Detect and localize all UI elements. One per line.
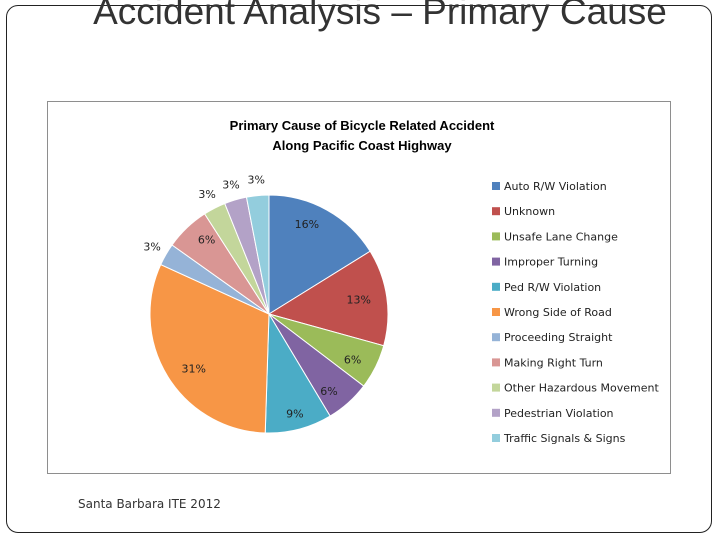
pie-chart: Primary Cause of Bicycle Related Acciden… <box>143 118 659 445</box>
legend-swatch-9 <box>492 408 500 417</box>
chart-title-line-2: Along Pacific Coast Highway <box>272 138 452 153</box>
legend-swatch-5 <box>492 308 500 316</box>
legend-label-6: Proceeding Straight <box>504 331 613 344</box>
legend-label-10: Traffic Signals & Signs <box>503 432 626 445</box>
pie-slices <box>149 194 389 434</box>
legend-swatch-1 <box>492 207 500 216</box>
legend-label-1: Unknown <box>504 205 555 218</box>
data-label-8: 3% <box>198 188 215 201</box>
data-label-7: 6% <box>198 234 215 247</box>
slide-frame <box>6 5 712 533</box>
legend-label-9: Pedestrian Violation <box>504 407 614 420</box>
legend-label-7: Making Right Turn <box>504 356 603 369</box>
data-label-1: 13% <box>347 293 371 306</box>
legend-label-5: Wrong Side of Road <box>504 306 612 319</box>
legend-swatch-7 <box>492 358 500 367</box>
legend: Auto R/W Violation Unknown Unsafe Lane Cha… <box>492 180 659 445</box>
pie-slice-5 <box>149 263 270 434</box>
legend-swatch-0 <box>492 182 500 190</box>
legend-label-0: Auto R/W Violation <box>504 180 607 193</box>
legend-swatch-10 <box>492 434 500 442</box>
data-label-0: 16% <box>295 218 319 231</box>
pie-slice-10 <box>245 194 270 315</box>
data-label-10: 3% <box>247 174 264 187</box>
legend-swatch-4 <box>492 282 500 291</box>
legend-label-2: Unsafe Lane Change <box>504 230 618 243</box>
data-labels: 16% 13% 6% 6% 9% 31% 3% 6% 3% 3% 3% <box>143 174 371 421</box>
data-label-5: 31% <box>182 362 206 375</box>
legend-swatch-8 <box>492 383 500 392</box>
legend-label-4: Ped R/W Violation <box>504 281 601 294</box>
chart-title-line-1: Primary Cause of Bicycle Related Acciden… <box>230 118 495 133</box>
legend-label-3: Improper Turning <box>504 256 598 269</box>
data-label-9: 3% <box>222 179 239 192</box>
legend-label-8: Other Hazardous Movement <box>504 382 659 395</box>
legend-swatch-6 <box>492 333 500 342</box>
data-label-3: 6% <box>320 385 337 398</box>
chart-area: Primary Cause of Bicycle Related Acciden… <box>47 101 671 474</box>
data-label-4: 9% <box>286 408 303 421</box>
slide-title: Accident Analysis – Primary Cause <box>93 0 667 32</box>
data-label-2: 6% <box>344 354 361 367</box>
pie-slice-0 <box>268 194 371 315</box>
legend-swatch-2 <box>492 232 500 241</box>
source-footer: Santa Barbara ITE 2012 <box>78 497 221 511</box>
data-label-6: 3% <box>143 241 160 254</box>
legend-swatch-3 <box>492 257 500 266</box>
